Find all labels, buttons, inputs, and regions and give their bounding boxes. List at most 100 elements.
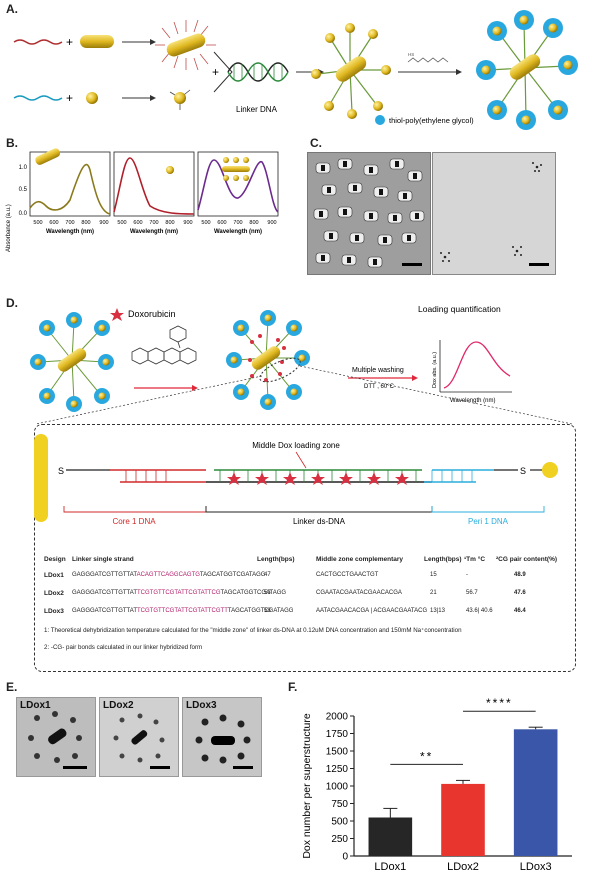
y-tick-label: 2000 [326, 712, 349, 723]
core-dna-strand [13, 39, 63, 45]
dox-star-icon [110, 308, 124, 321]
b-xtick-2-4: 900 [183, 220, 192, 226]
panel-letter-f: F. [288, 680, 298, 694]
table-row: GAGGGATCGTTGTTATACAGTTCAGGCAGTGTAGCATGGT… [44, 572, 564, 584]
dox-stars [227, 472, 409, 485]
functionalized-sphere [169, 89, 191, 110]
table-row: GAGGGATCGTTGTTATTCGTGTTCGTATTCGTATTCGTTT… [44, 608, 564, 620]
d-superstructure-left [30, 312, 114, 412]
svg-text:HS: HS [408, 52, 414, 57]
scale-bar-left [402, 263, 422, 266]
b-frame-2 [113, 151, 195, 217]
b-xtick-1-4: 900 [99, 220, 108, 226]
th-design: Design [44, 556, 66, 563]
gold-nanorod [80, 35, 114, 48]
cell-linker-seq: GAGGGATCGTTGTTATTCGTGTTCGTATTCGTATTCGTAG… [72, 590, 287, 596]
y-tick-label: 750 [331, 799, 348, 810]
th-middle: Middle zone complementary [316, 556, 404, 563]
core-dna-label: Core 1 DNA [112, 517, 156, 526]
b-ytick-0: 0.0 [19, 211, 28, 217]
peg-label: thiol-poly(ethylene glycol) [389, 116, 474, 125]
panel-a-scheme: + + + Linker DNA [13, 10, 578, 130]
linker-dna-label: Linker DNA [236, 105, 278, 114]
y-tick-label: 500 [331, 817, 348, 828]
d-superstructure-center [226, 310, 310, 410]
b-xtick-3-1: 600 [217, 220, 226, 226]
y-tick-label: 250 [331, 834, 348, 845]
loading-label: Loading quantification [418, 304, 501, 314]
cell-length: 53 [264, 590, 271, 596]
y-axis-title: Dox number per superstructure [301, 713, 313, 858]
cell-length2: 13|13 [430, 608, 445, 614]
b-ytick-2: 1.0 [19, 165, 28, 171]
cell-cg: 48.9 [514, 572, 526, 578]
cell-middle: CGAATACGAATACGAACACGA [316, 590, 402, 596]
cell-length: 47 [264, 572, 271, 578]
table-row: GAGGGATCGTTGTTATTCGTGTTCGTATTCGTATTCGTAG… [44, 590, 564, 602]
panel-d-scheme: Doxorubicin Multiple washing DTT , 60°C … [30, 304, 573, 425]
cell-design: LDox3 [44, 608, 64, 615]
gold-nanosphere [86, 92, 98, 104]
th-length2: Length(bps) [424, 556, 462, 563]
cell-cg: 46.4 [514, 608, 526, 614]
linker-dna-helix [227, 62, 289, 82]
dtt-label: DTT , 60°C [364, 384, 395, 390]
x-tick-label: LDox1 [374, 861, 406, 873]
panel-letter-d: D. [6, 296, 18, 310]
b-curve-1 [29, 163, 111, 215]
b-curve-3 [197, 159, 279, 213]
cell-tm: 56.7 [466, 590, 478, 596]
b-xtick-3-0: 500 [201, 220, 210, 226]
d-detail-box [34, 424, 576, 672]
middle-zone-label: Middle Dox loading zone [252, 441, 340, 450]
b-xtick-1-3: 800 [81, 220, 90, 226]
svg-text:+: + [66, 35, 73, 49]
em-label-ldox3: LDox3 [186, 700, 217, 711]
assembled-superstructure [311, 23, 391, 119]
b-xtick-2-1: 600 [133, 220, 142, 226]
dox-abs-curve [443, 341, 511, 389]
b-xtick-1-0: 500 [33, 220, 42, 226]
th-cg: ²CG pair content(%) [496, 556, 558, 563]
svg-text:+: + [66, 91, 73, 105]
b-curve-2 [113, 157, 195, 215]
note-1: 1: Theoretical dehybridization temperatu… [44, 627, 462, 634]
tem-ldox2: LDox2 [99, 697, 179, 777]
pegylated-superstructure [476, 10, 578, 130]
panel-letter-e: E. [6, 680, 18, 694]
cell-length2: 15 [430, 572, 437, 578]
note-2: 2: -CG- pair bonds calculated in our lin… [44, 644, 203, 651]
panel-letter-b: B. [6, 136, 18, 150]
cell-tm: 43.6| 40.6 [466, 608, 493, 614]
d-construct-diagram: S Middle Dox loading zone S Core 1 DNA L… [34, 434, 558, 526]
cell-middle: CACTGCCTGAACTGT [316, 572, 379, 578]
washing-label: Multiple washing [352, 367, 404, 374]
b-xtick-3-2: 700 [233, 220, 242, 226]
cell-design: LDox1 [44, 572, 64, 579]
peri-dna-label: Peri 1 DNA [468, 517, 509, 526]
b-xtick-1-2: 700 [65, 220, 74, 226]
th-tm: ¹Tm °C [464, 556, 486, 563]
tem-ldox3: LDox3 [182, 697, 262, 777]
scale-bar-right [529, 263, 549, 266]
y-tick-label: 1750 [326, 729, 349, 740]
table-header: Design Linker single strand Length(bps) … [44, 556, 564, 568]
cell-length2: 21 [430, 590, 437, 596]
cell-linker-seq: GAGGGATCGTTGTTATACAGTTCAGGCAGTGTAGCATGGT… [72, 572, 266, 578]
cell-cg: 47.6 [514, 590, 526, 596]
gold-sphere-right [542, 462, 558, 478]
th-length: Length(bps) [257, 556, 295, 563]
linker-ds-label: Linker ds-DNA [293, 517, 346, 526]
b-xtick-1-1: 600 [49, 220, 58, 226]
b-ytick-1: 0.5 [19, 187, 28, 193]
peg-legend-dot [375, 115, 385, 125]
cell-middle: AATACGAACACGA | ACGAACGAATACG [316, 608, 428, 614]
wavelength-label: Wavelength (nm) [450, 398, 495, 404]
b-xtick-2-2: 700 [149, 220, 158, 226]
x-tick-label: LDox2 [447, 861, 479, 873]
panel-b-spectra: Absorbance (a.u.) 0.0 0.5 1.0 500 600 70… [6, 148, 279, 252]
y-tick-label: 1000 [326, 782, 349, 793]
dox-label: Doxorubicin [128, 309, 176, 319]
tem-image-left [307, 152, 431, 275]
gold-surface [34, 434, 48, 522]
